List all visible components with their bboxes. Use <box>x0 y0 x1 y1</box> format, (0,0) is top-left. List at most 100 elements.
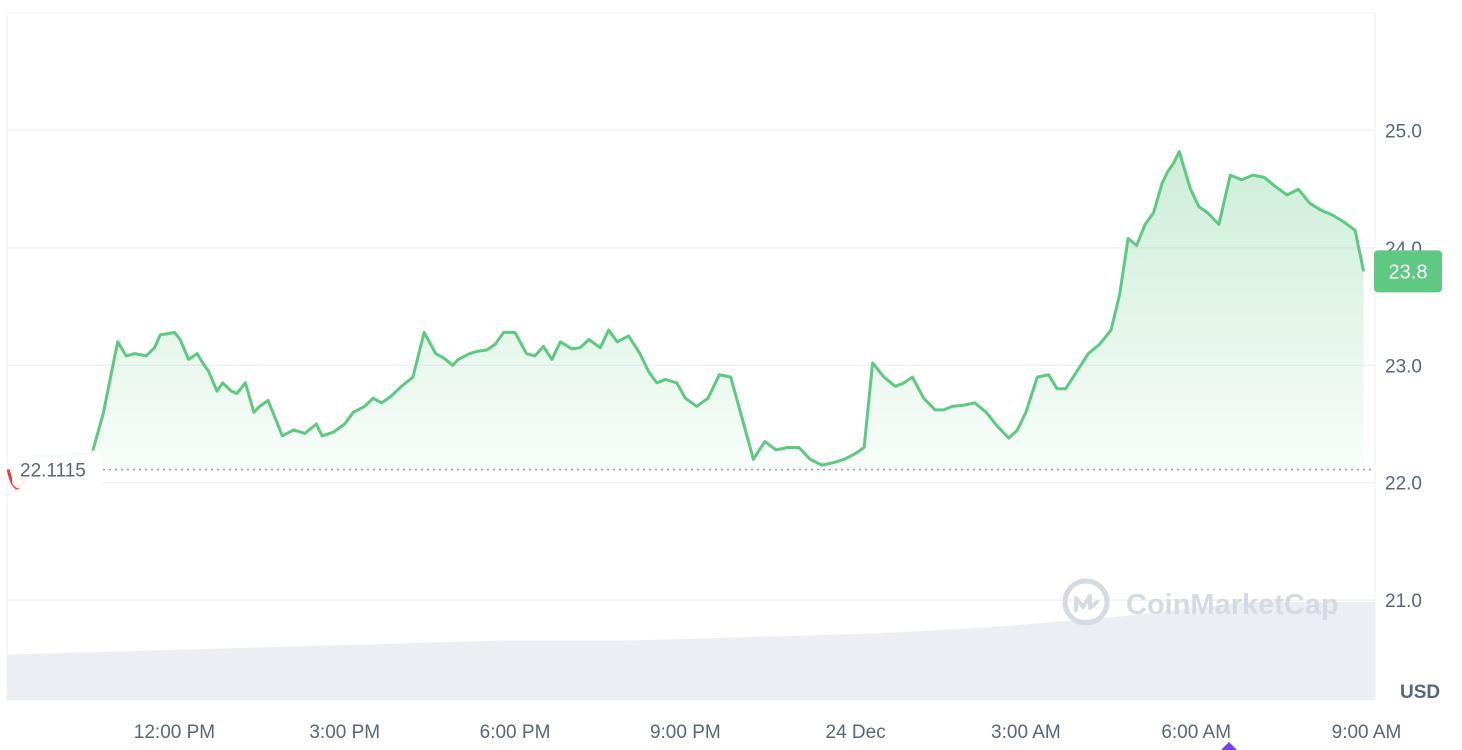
volume-bar <box>463 641 470 700</box>
volume-bar <box>1255 602 1262 700</box>
volume-bar <box>865 633 872 700</box>
volume-bar <box>613 640 620 700</box>
volume-bar <box>907 631 914 700</box>
x-tick-label: 24 Dec <box>826 722 886 743</box>
volume-bar <box>1123 615 1130 700</box>
open-price-label: 22.1115 <box>12 450 102 489</box>
y-tick-label: 21.0 <box>1385 591 1422 612</box>
volume-bar <box>547 640 554 700</box>
volume-bar <box>199 649 206 700</box>
volume-bar <box>1267 602 1274 700</box>
volume-bar <box>667 639 674 700</box>
volume-bar <box>1183 609 1190 700</box>
volume-bar <box>499 640 506 700</box>
volume-bar <box>619 640 626 700</box>
volume-bar <box>631 640 638 700</box>
volume-bar <box>469 641 476 700</box>
volume-bar <box>1159 611 1166 700</box>
volume-bar <box>1051 621 1058 700</box>
volume-bar <box>691 638 698 700</box>
volume-bar <box>271 647 278 700</box>
current-price-badge[interactable]: 23.8 <box>1374 250 1442 293</box>
volume-bar <box>49 653 56 700</box>
volume-bar <box>589 640 596 700</box>
volume-bar <box>991 626 998 700</box>
volume-bar <box>1243 602 1250 700</box>
volume-bar <box>1105 617 1112 700</box>
volume-bar <box>685 638 692 700</box>
volume-bar <box>577 640 584 700</box>
volume-bar <box>841 634 848 700</box>
volume-bar <box>121 651 128 700</box>
volume-bar <box>1045 622 1052 700</box>
volume-bar <box>787 635 794 700</box>
volume-bar <box>1249 602 1256 700</box>
volume-bar <box>1009 625 1016 700</box>
x-tick-label: 3:00 PM <box>309 722 380 743</box>
volume-bar <box>409 643 416 700</box>
volume-bar <box>235 648 242 700</box>
volume-bar <box>139 650 146 700</box>
watermark: CoinMarketCap <box>1062 578 1339 626</box>
volume-bar <box>163 650 170 700</box>
volume-bar <box>313 645 320 700</box>
y-tick-label: 23.0 <box>1385 356 1422 377</box>
x-tick-label: 9:00 AM <box>1332 722 1402 743</box>
volume-bar <box>145 650 152 700</box>
volume-bar <box>73 652 80 700</box>
volume-bar <box>457 641 464 700</box>
volume-bar <box>265 647 272 700</box>
volume-bar <box>793 635 800 700</box>
volume-bar <box>571 640 578 700</box>
volume-bar <box>1093 618 1100 700</box>
volume-bar <box>1333 602 1340 700</box>
volume-bar <box>1111 616 1118 700</box>
volume-bar <box>205 648 212 700</box>
volume-bar <box>1291 602 1298 700</box>
open-price-value: 22.1115 <box>20 461 86 482</box>
volume-bar <box>175 649 182 700</box>
y-tick-label: 25.0 <box>1385 121 1422 142</box>
volume-bar <box>445 642 452 700</box>
volume-bar <box>295 646 302 700</box>
price-line <box>32 150 1366 467</box>
x-tick-label: 3:00 AM <box>991 722 1061 743</box>
price-area <box>32 151 1364 470</box>
event-diamond-icon[interactable] <box>1221 742 1237 750</box>
volume-bar <box>811 635 818 700</box>
volume-bar <box>349 644 356 700</box>
volume-bar <box>421 642 428 700</box>
volume-bar <box>1153 612 1160 700</box>
y-axis: 21.022.023.024.025.0 <box>1385 121 1422 612</box>
x-tick-label: 6:00 PM <box>480 722 551 743</box>
volume-bar <box>367 644 374 700</box>
volume-bar <box>925 630 932 700</box>
volume-bar <box>775 636 782 700</box>
volume-bar <box>1069 620 1076 700</box>
volume-bar <box>91 652 98 700</box>
volume-bar <box>901 631 908 700</box>
volume-bar <box>481 641 488 700</box>
volume-bar <box>1087 618 1094 700</box>
volume-bar <box>1369 602 1376 700</box>
currency-label: USD <box>1400 682 1440 703</box>
volume-bar <box>319 645 326 700</box>
volume-bar <box>919 630 926 700</box>
volume-bar <box>1297 602 1304 700</box>
volume-bar <box>637 640 644 700</box>
volume-bar <box>961 628 968 700</box>
volume-bar <box>511 640 518 700</box>
volume-bar <box>325 645 332 700</box>
volume-bar <box>433 642 440 700</box>
volume-bar <box>541 640 548 700</box>
x-tick-label: 9:00 PM <box>650 722 721 743</box>
x-tick-label: 6:00 AM <box>1161 722 1231 743</box>
volume-bar <box>1339 602 1346 700</box>
volume-bar <box>1219 604 1226 700</box>
volume-bar <box>559 640 566 700</box>
volume-bar <box>523 640 530 700</box>
volume-bar <box>403 643 410 700</box>
volume-bar <box>703 638 710 700</box>
volume-bar <box>331 645 338 700</box>
